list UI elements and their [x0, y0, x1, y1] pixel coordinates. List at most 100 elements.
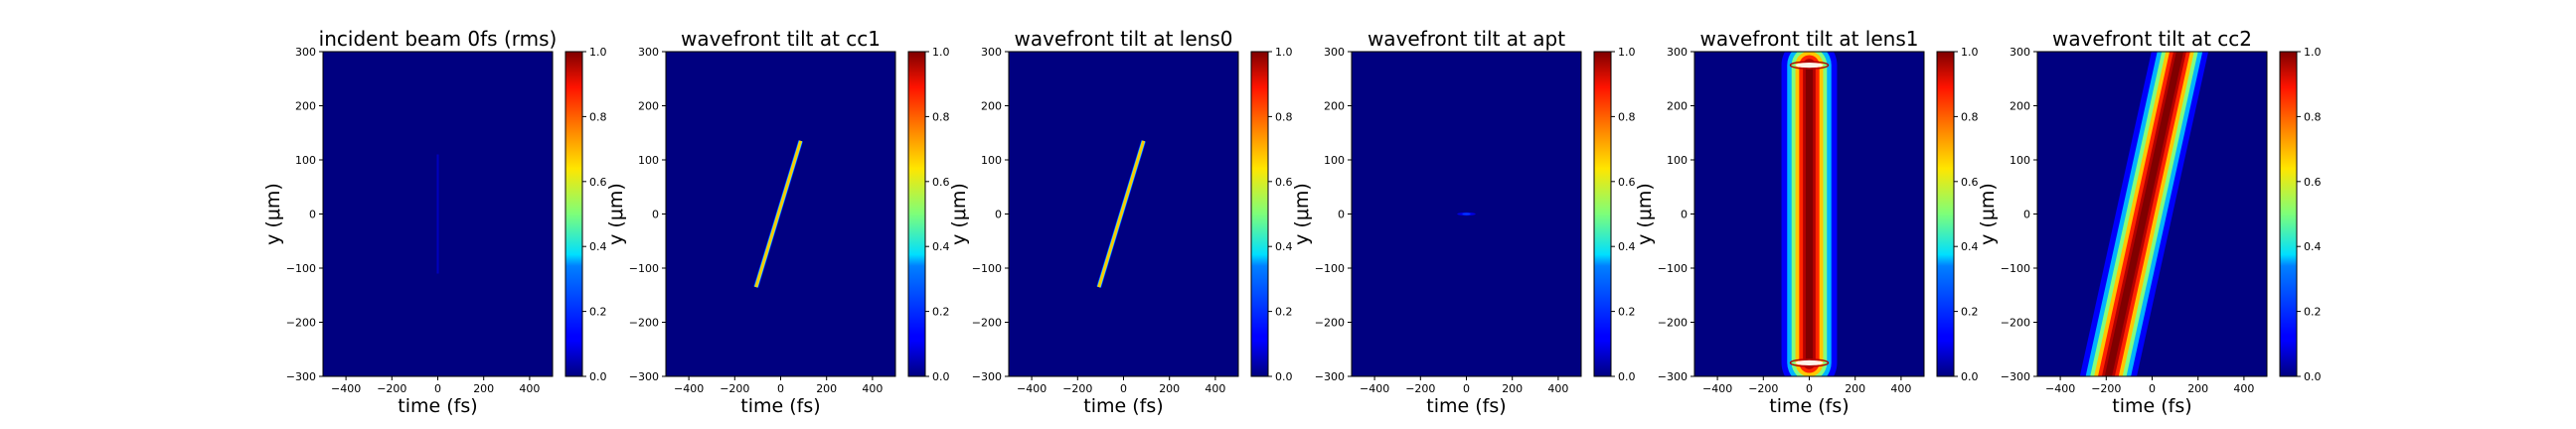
colorbar-tick-label: 0.6 [589, 176, 607, 189]
y-tick-label: 100 [981, 154, 1002, 167]
y-tick-label: 0 [995, 209, 1002, 221]
colorbar-tick-label: 0.6 [1275, 176, 1293, 189]
y-axis-label: y (μm) [605, 183, 627, 245]
y-tick-label: 200 [295, 100, 316, 113]
colorbar-tick-label: 0.6 [1618, 176, 1636, 189]
y-tick-label: 300 [2010, 46, 2030, 59]
colorbar-tick-label: 0.6 [2304, 176, 2322, 189]
y-axis-label: y (μm) [262, 183, 284, 245]
colorbar-tick-label: 0.6 [1961, 176, 1979, 189]
colorbar-tick-label: 0.0 [1618, 370, 1636, 383]
colorbar-tick-label: 1.0 [932, 46, 950, 59]
colorbar-tick-label: 0.6 [932, 176, 950, 189]
x-tick-label: −400 [674, 382, 704, 395]
x-tick-label: −400 [1360, 382, 1389, 395]
x-axis-label: time (fs) [1083, 395, 1163, 417]
y-tick-label: 300 [638, 46, 659, 59]
edge-ring [1789, 358, 1830, 367]
y-tick-label: −100 [286, 262, 316, 275]
y-tick-label: 0 [309, 209, 316, 221]
colorbar-tick-label: 0.2 [2304, 306, 2322, 319]
subplot-5: −400 −200 0 200 400 −300 −200 −100 0 100 200 300 wav… [1634, 27, 1979, 417]
colorbar-frame [907, 51, 926, 377]
colorbar-tick-label: 0.2 [589, 306, 607, 319]
x-tick-label: −400 [2045, 382, 2075, 395]
y-tick-label: −200 [1658, 317, 1688, 330]
subplot-6: −400 −200 0 200 400 −300 −200 −100 0 100 200 300 wav… [1977, 27, 2322, 417]
y-tick-label: 200 [981, 100, 1002, 113]
y-tick-label: 200 [638, 100, 659, 113]
heatmap-feature [753, 140, 804, 288]
colorbar [1937, 52, 1954, 376]
y-tick-label: −300 [2001, 370, 2030, 383]
y-tick-label: −300 [286, 370, 316, 383]
x-tick-label: 200 [473, 382, 494, 395]
colorbar [565, 52, 582, 376]
y-tick-label: −100 [972, 262, 1002, 275]
colorbar [908, 52, 925, 376]
y-axis-label: y (μm) [1291, 183, 1313, 245]
colorbar-tick-label: 0.0 [2304, 370, 2322, 383]
x-tick-label: −400 [1702, 382, 1732, 395]
subplot-2: −400 −200 0 200 400 −300 −200 −100 0 100 200 300 wav… [605, 27, 950, 417]
colorbar-tick-label: 0.0 [1275, 370, 1293, 383]
colorbar-tick-label: 0.0 [932, 370, 950, 383]
colorbar-tick-label: 0.0 [589, 370, 607, 383]
x-tick-label: 400 [1890, 382, 1911, 395]
subplot-title: incident beam 0fs (rms) [319, 27, 558, 51]
y-tick-label: 100 [2010, 154, 2030, 167]
x-tick-label: −200 [1062, 382, 1092, 395]
colorbar-tick-label: 0.4 [589, 240, 607, 253]
subplot-1: −400 −200 0 200 400 −300 −200 −100 0 100 200 300inc… [262, 27, 607, 417]
x-tick-label: −200 [1405, 382, 1435, 395]
x-tick-label: 400 [1547, 382, 1568, 395]
x-tick-label: 200 [1502, 382, 1523, 395]
y-tick-label: 200 [1667, 100, 1688, 113]
x-tick-label: 0 [1806, 382, 1813, 395]
y-tick-label: 300 [295, 46, 316, 59]
x-tick-label: 0 [1120, 382, 1127, 395]
colorbar-tick-label: 0.4 [1961, 240, 1979, 253]
colorbar-tick-label: 1.0 [2304, 46, 2322, 59]
y-tick-label: −300 [1658, 370, 1688, 383]
colorbar-tick-label: 0.2 [932, 306, 950, 319]
x-tick-label: 200 [1159, 382, 1180, 395]
x-tick-label: 400 [519, 382, 540, 395]
x-axis-label: time (fs) [2112, 395, 2191, 417]
spot-core [1462, 213, 1471, 215]
x-tick-label: 0 [1463, 382, 1470, 395]
colorbar-tick-label: 0.4 [1618, 240, 1636, 253]
x-tick-label: 200 [816, 382, 837, 395]
colorbar-tick-label: 0.8 [1961, 110, 1979, 123]
colorbar-tick-label: 0.8 [589, 110, 607, 123]
y-tick-label: 0 [1681, 209, 1688, 221]
y-tick-label: −100 [2001, 262, 2030, 275]
x-tick-label: 400 [1205, 382, 1225, 395]
subplot-title: wavefront tilt at cc1 [681, 27, 881, 51]
y-tick-label: −100 [1658, 262, 1688, 275]
colorbar-tick-label: 0.4 [2304, 240, 2322, 253]
colorbar-tick-label: 0.4 [1275, 240, 1293, 253]
subplot-title: wavefront tilt at lens0 [1015, 27, 1233, 51]
y-tick-label: 200 [2010, 100, 2030, 113]
y-axis-label: y (μm) [1634, 183, 1656, 245]
x-tick-label: 200 [1845, 382, 1865, 395]
y-tick-label: −200 [972, 317, 1002, 330]
x-tick-label: −200 [2091, 382, 2121, 395]
y-tick-label: 100 [638, 154, 659, 167]
y-tick-label: −300 [1315, 370, 1345, 383]
colorbar-tick-label: 0.8 [932, 110, 950, 123]
colorbar-tick-label: 0.2 [1961, 306, 1979, 319]
intensity-contour [754, 140, 802, 288]
y-tick-label: 300 [1324, 46, 1345, 59]
y-tick-label: 300 [1667, 46, 1688, 59]
x-axis-label: time (fs) [1769, 395, 1849, 417]
y-tick-label: 0 [652, 209, 659, 221]
colorbar [2280, 52, 2297, 376]
colorbar-tick-label: 0.4 [932, 240, 950, 253]
edge-highlight [1795, 359, 1824, 365]
x-tick-label: −200 [377, 382, 406, 395]
x-tick-label: 0 [434, 382, 441, 395]
y-tick-label: −100 [1315, 262, 1345, 275]
